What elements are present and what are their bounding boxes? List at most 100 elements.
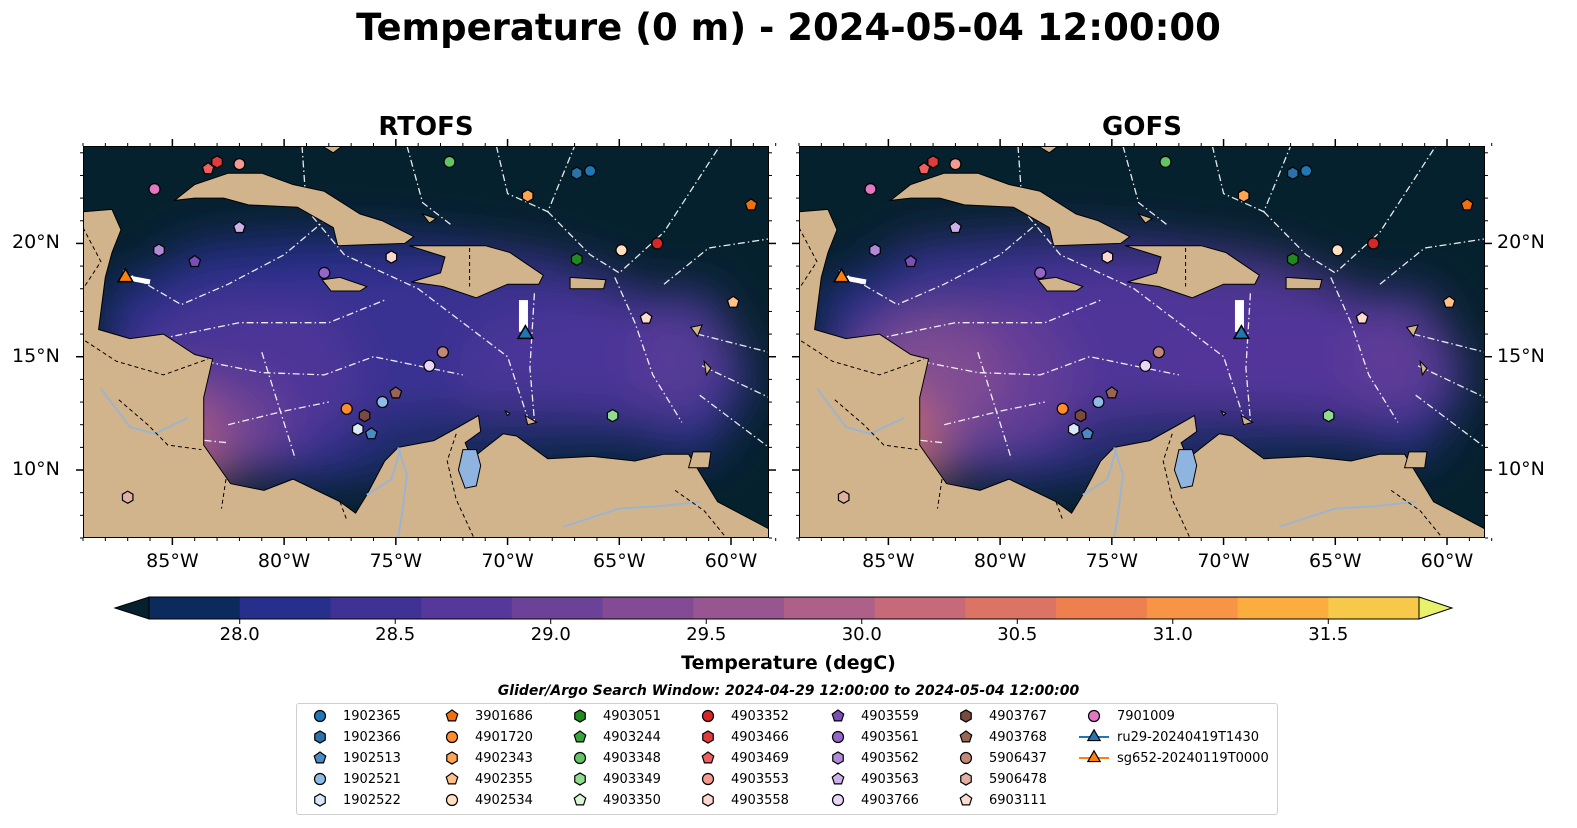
legend-label: 6903111 <box>989 792 1047 808</box>
colorbar-tick-label: 30.5 <box>997 624 1038 645</box>
float-marker <box>1139 359 1152 372</box>
colorbar-extend-high <box>1418 596 1454 620</box>
legend-marker-icon <box>831 709 845 722</box>
legend-marker-icon <box>573 751 587 765</box>
colorbar <box>113 596 1454 624</box>
colorbar-segment <box>1056 597 1148 619</box>
float-marker <box>1286 252 1299 267</box>
float-marker <box>744 198 758 211</box>
float-marker <box>423 359 436 372</box>
float-marker <box>570 166 583 180</box>
float-marker <box>1286 166 1299 180</box>
float-marker <box>358 408 371 423</box>
search-window-caption: Glider/Argo Search Window: 2024-04-29 12… <box>497 683 1080 699</box>
legend-entry: 7901009 <box>1077 706 1175 726</box>
float-marker <box>201 161 215 175</box>
legend-label: 1902513 <box>343 750 401 766</box>
legend-label: 7901009 <box>1117 708 1175 724</box>
legend-marker-icon <box>574 772 586 786</box>
colorbar-segment <box>602 597 694 619</box>
colorbar-segment <box>1237 597 1329 619</box>
legend-entry: 1902513 <box>303 748 401 768</box>
legend-entry: 4903563 <box>821 769 919 789</box>
y-tick-label: 15°N <box>12 344 60 367</box>
y-tick-label: 10°N <box>12 458 60 481</box>
legend-marker-icon <box>701 751 715 764</box>
x-tick-label: 70°W <box>481 550 534 572</box>
colorbar-segment <box>784 597 876 619</box>
legend-marker-icon <box>313 709 327 723</box>
legend-label: 4901720 <box>475 729 533 745</box>
map-title-gofs: GOFS <box>1102 112 1182 142</box>
float-marker <box>1105 386 1119 399</box>
legend-entry: 4903352 <box>691 706 789 726</box>
colorbar-tick-label: 28.5 <box>375 624 416 645</box>
float-marker <box>318 266 331 280</box>
page-title: Temperature (0 m) - 2024-05-04 12:00:00 <box>356 6 1221 49</box>
x-tick-label: 65°W <box>593 550 646 572</box>
float-marker <box>1367 237 1380 250</box>
float-marker <box>153 243 165 257</box>
float-marker <box>726 295 740 308</box>
colorbar-segment <box>239 597 331 619</box>
legend-entry: 4903349 <box>563 769 661 789</box>
x-tick-label: 85°W <box>146 550 199 572</box>
legend-entry: 4903350 <box>563 790 661 810</box>
float-marker <box>1074 408 1087 423</box>
legend-label: 1902522 <box>343 792 401 808</box>
legend-entry: 4903559 <box>821 706 919 726</box>
y-tick-label: 20°N <box>12 231 60 254</box>
x-tick-label: 80°W <box>257 550 311 572</box>
colorbar-tick-label: 29.0 <box>530 624 571 645</box>
glider-marker <box>516 324 535 340</box>
legend-entry: 4903558 <box>691 790 789 810</box>
legend-label: 4903469 <box>731 750 789 766</box>
legend-label: 4903348 <box>603 750 661 766</box>
legend-label: 4903244 <box>603 729 661 745</box>
legend-label: 4903051 <box>603 708 661 724</box>
legend-entry: 4903767 <box>949 706 1047 726</box>
legend-entry: 4902343 <box>435 748 533 768</box>
float-marker <box>1067 422 1080 436</box>
legend-marker-icon <box>313 772 327 786</box>
legend-entry: 5906437 <box>949 748 1047 768</box>
legend-marker-icon <box>701 709 715 723</box>
float-marker <box>1300 164 1313 177</box>
float-marker <box>351 422 364 436</box>
float-marker <box>340 402 353 415</box>
legend-label: 3901686 <box>475 708 533 724</box>
legend-marker-icon <box>1079 749 1109 763</box>
legend-entry: 5906478 <box>949 769 1047 789</box>
float-marker <box>570 252 583 267</box>
legend-entry: 4903553 <box>691 769 789 789</box>
legend-entry: 4902355 <box>435 769 533 789</box>
colorbar-segment <box>149 597 241 619</box>
legend-entry: 4903051 <box>563 706 661 726</box>
legend-marker-icon <box>701 772 715 786</box>
legend-marker-icon <box>446 751 458 765</box>
legend-entry: 4903348 <box>563 748 661 768</box>
legend-label: 4902355 <box>475 771 533 787</box>
float-marker <box>864 182 877 196</box>
colorbar-segment <box>511 597 604 619</box>
colorbar-tick-label: 28.0 <box>219 624 260 645</box>
legend-entry: 4901720 <box>435 727 533 747</box>
float-marker <box>1034 266 1047 280</box>
legend-label: 4903768 <box>989 729 1047 745</box>
float-marker <box>948 220 962 234</box>
float-marker <box>389 386 403 399</box>
float-marker <box>917 161 931 175</box>
float-marker <box>521 189 534 203</box>
float-marker <box>1322 408 1335 423</box>
legend-marker-icon <box>702 730 714 744</box>
legend-marker-icon <box>313 751 327 764</box>
float-marker <box>837 490 850 504</box>
float-marker <box>639 311 653 324</box>
legend-marker-icon <box>1087 709 1101 723</box>
float-marker <box>364 427 378 440</box>
colorbar-segment <box>330 597 422 619</box>
glider-marker <box>832 267 851 283</box>
float-marker <box>1056 402 1069 415</box>
map-title-rtofs: RTOFS <box>378 112 474 142</box>
legend-marker-icon <box>314 730 326 744</box>
